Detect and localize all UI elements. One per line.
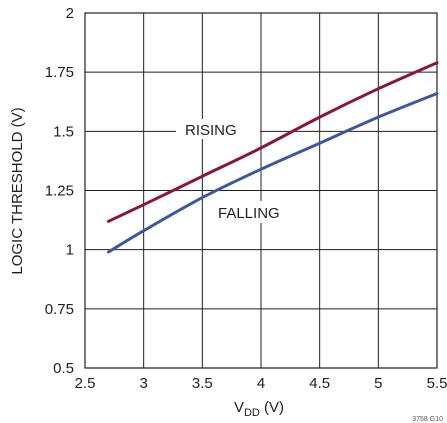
y-tick-labels: 0.5 0.75 1 1.25 1.5 1.75 2 [45, 5, 74, 377]
y-axis-title: LOGIC THRESHOLD (V) [9, 107, 26, 274]
x-tick-label: 3.5 [192, 375, 213, 392]
x-tick-label: 5.5 [427, 375, 447, 392]
series-line-falling [107, 92, 439, 254]
falling-label-background [210, 201, 294, 223]
y-tick-label: 1.5 [53, 123, 74, 140]
x-axis-title-main: V [234, 399, 244, 416]
x-tick-label: 4 [257, 375, 265, 392]
series-label-falling: FALLING [218, 205, 280, 222]
x-tick-label: 3 [139, 375, 147, 392]
figure-id: 3758 G10 [412, 416, 443, 423]
y-tick-label: 1.75 [45, 64, 74, 81]
x-axis-title-unit: (V) [260, 399, 284, 416]
y-tick-label: 1.25 [45, 183, 74, 200]
x-tick-labels: 2.5 3 3.5 4 4.5 5 5.5 [75, 375, 447, 392]
rising-label-background [176, 119, 260, 139]
plot-frame [84, 12, 438, 369]
plot-border [84, 12, 438, 369]
grid [85, 13, 437, 368]
series-group [107, 61, 439, 254]
series-line-rising [107, 61, 439, 223]
x-tick-label: 2.5 [75, 375, 96, 392]
y-tick-label: 2 [66, 5, 74, 22]
y-tick-label: 1 [66, 242, 74, 259]
x-axis-title-subscript: DD [244, 407, 260, 419]
x-tick-label: 5 [374, 375, 382, 392]
x-axis-title: VDD (V) [234, 399, 284, 419]
y-tick-label: 0.75 [45, 301, 74, 318]
series-label-rising: RISING [185, 122, 237, 139]
x-tick-label: 4.5 [309, 375, 330, 392]
y-tick-label: 0.5 [53, 360, 74, 377]
